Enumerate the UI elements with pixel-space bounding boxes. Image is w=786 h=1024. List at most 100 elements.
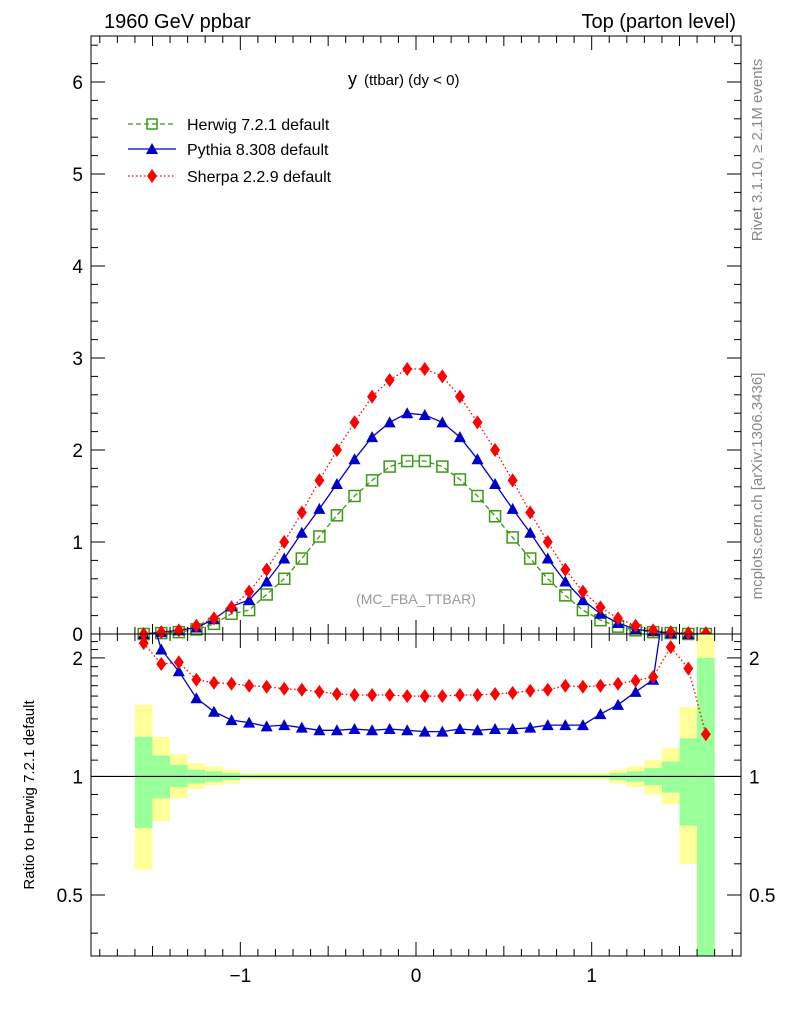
ratio-data-point [648,669,659,684]
data-point [313,502,326,514]
ratio-data-point [683,661,694,676]
ratio-data-point [577,679,588,694]
data-point [260,575,273,587]
ratio-data-point [542,682,553,697]
data-point [507,473,518,488]
ratio-data-point [348,722,361,734]
ratio-data-point [630,673,641,688]
data-point [489,478,502,490]
ratio-data-point [279,681,290,696]
ratio-data-point [506,722,519,734]
ratio-y-tick-label-right: 0.5 [749,886,775,907]
data-point [365,474,379,487]
x-tick-label: −1 [229,966,251,987]
data-point [349,415,360,430]
legend-label-sherpa: Sherpa 2.2.9 default [187,169,332,186]
ratio-data-point [226,676,237,691]
y-tick-label: 1 [72,533,83,554]
data-point [278,552,291,564]
ratio-series-line [156,634,661,733]
x-tick-label: 0 [411,966,422,987]
y-tick-label: 5 [72,165,83,186]
ratio-data-point [278,719,291,731]
main-plot-content [137,362,713,641]
data-point [683,626,694,641]
plot-title-main: y [348,69,357,89]
legend-entry-sherpa: Sherpa 2.2.9 default [128,169,332,186]
ratio-y-tick-label: 1 [72,767,83,788]
legend-diamond-marker [147,169,157,183]
ratio-data-point [471,724,484,736]
legend-entry-pythia: Pythia 8.308 default [128,142,329,159]
ratio-data-point [225,714,238,726]
ratio-data-point [436,725,449,737]
ratio-data-point [295,721,308,733]
ratio-data-point [384,688,395,703]
data-point [261,562,272,577]
ratio-data-point [613,676,624,691]
data-point [541,572,555,586]
ratio-data-point [156,656,167,671]
data-point [472,415,483,430]
data-point [559,575,572,587]
ratio-data-point [489,722,502,734]
data-point [366,431,379,443]
ratio-data-point [208,675,219,690]
ratio-data-point [366,724,379,736]
data-point [630,618,641,633]
data-point [156,625,167,640]
rivet-label: Rivet 3.1.10, ≥ 2.1M events [749,59,766,242]
ratio-data-point [191,672,202,687]
legend-label-herwig: Herwig 7.2.1 default [187,117,330,134]
ratio-data-point [138,636,149,651]
ratio-data-point [190,692,203,704]
data-point [226,600,237,615]
ratio-data-point [525,683,536,698]
ratio-data-point [524,721,537,733]
analysis-label: (MC_FBA_TTBAR) [356,591,476,607]
ratio-data-point [261,679,272,694]
data-point [331,443,342,457]
data-point [401,407,414,419]
data-point [542,535,553,549]
collider-label: 1960 GeV ppbar [104,11,251,33]
data-point [436,416,449,428]
data-point [243,593,256,605]
data-point [400,454,414,468]
ratio-y-axis: 0.5 0.5 1 1 2 2 [57,641,775,934]
ratio-data-point [173,655,184,670]
ratio-data-point [419,689,430,704]
ratio-panel: 0.5 0.5 1 1 2 2 −1 0 1 Ratio to Herwig 7.2.1 de… [21,633,775,987]
ratio-data-point [207,705,220,717]
data-point [295,552,309,565]
process-label: Top (parton level) [581,11,736,33]
data-point [559,589,572,602]
data-point [367,389,378,404]
data-point [383,460,396,473]
legend-triangle-marker [146,143,158,154]
data-point [577,584,588,599]
y-tick-label: 3 [72,349,83,370]
ratio-data-point [665,640,676,655]
data-point [418,454,432,468]
ratio-y-tick-label-right: 2 [749,649,760,670]
ratio-data-point [490,686,501,701]
data-point [296,505,307,520]
data-point [523,552,537,565]
ratio-data-point [349,688,360,703]
data-point [208,611,219,626]
ratio-series-line [143,642,707,735]
data-point [383,416,396,428]
data-point [576,593,589,605]
ratio-data-point [595,678,606,693]
data-point [418,409,431,421]
data-point [295,526,308,538]
ratio-data-point [454,688,465,703]
ratio-data-point [260,720,273,732]
ratio-data-point [418,725,431,737]
x-tick-label: 1 [586,966,597,987]
ratio-data-point [594,708,607,720]
ratio-data-point [560,678,571,693]
data-point [506,502,519,514]
